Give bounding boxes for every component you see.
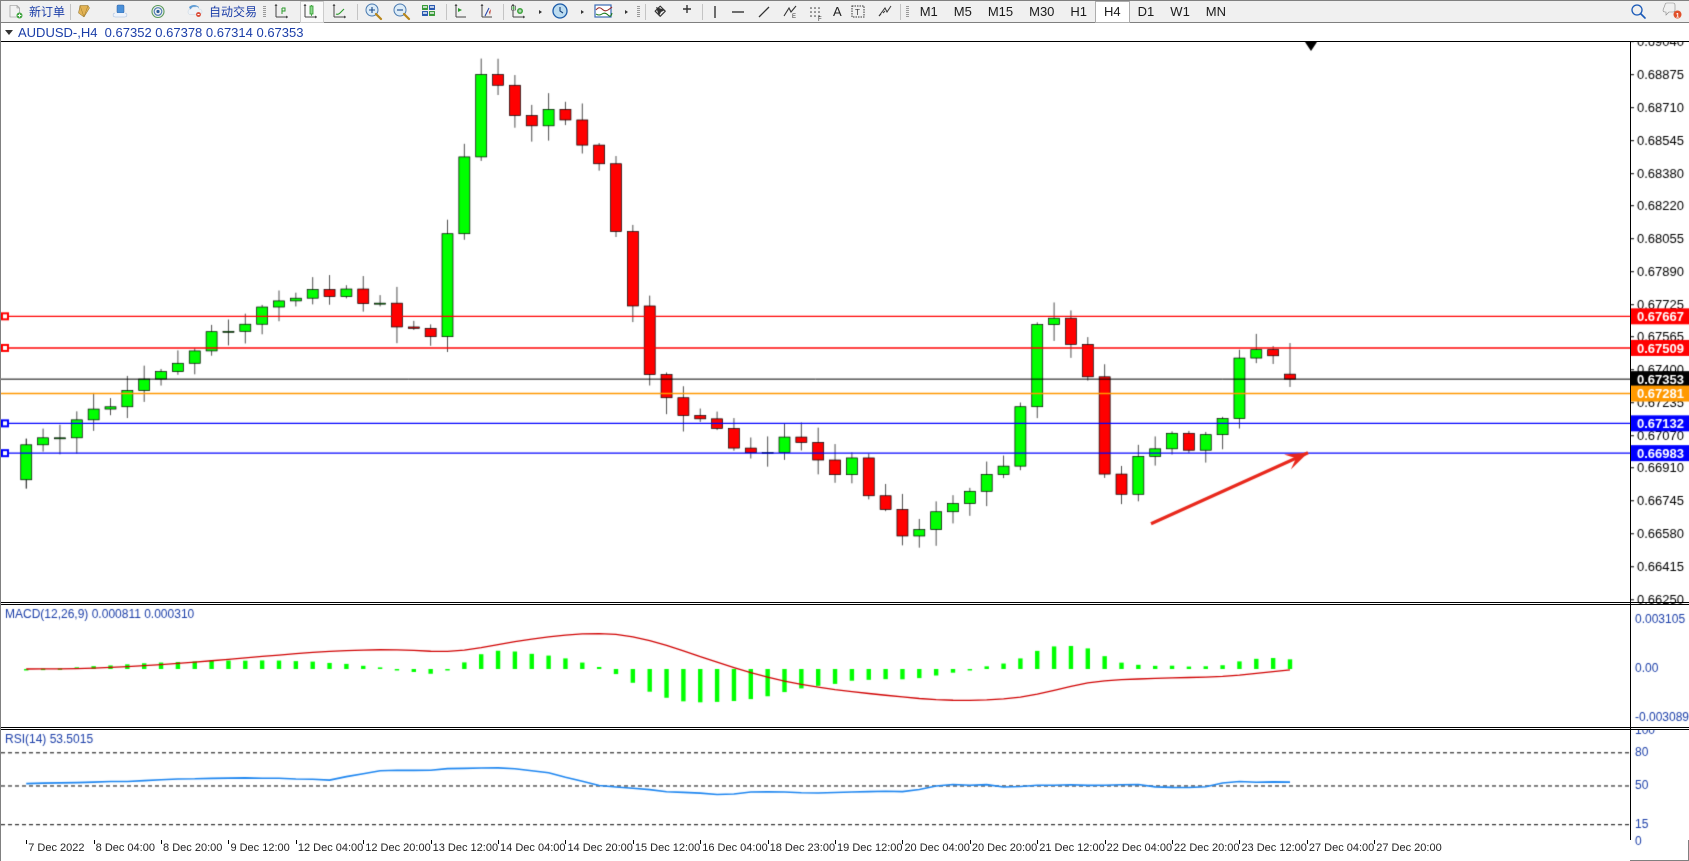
svg-text:T: T [855,8,860,17]
svg-text:1: 1 [1676,12,1680,19]
svg-text:F: F [818,17,822,22]
svg-text:E: E [792,14,796,20]
